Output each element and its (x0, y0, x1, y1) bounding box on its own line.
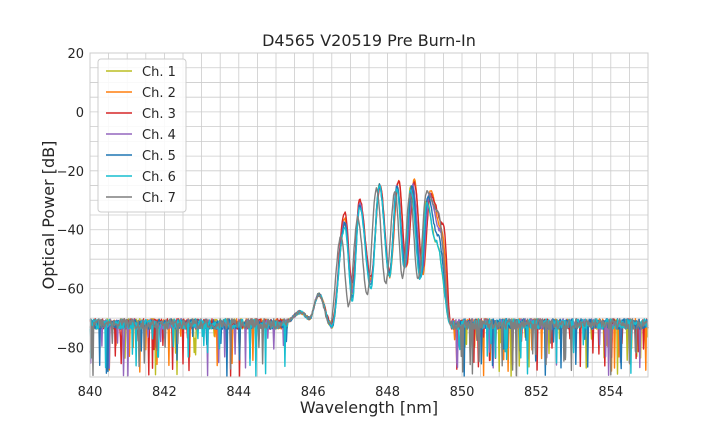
x-tick-label: 842 (152, 385, 177, 400)
series-line-ch7 (89, 187, 649, 377)
x-tick-label: 844 (226, 385, 251, 400)
chart-title: D4565 V20519 Pre Burn-In (262, 31, 476, 50)
y-axis-label: Optical Power [dB] (39, 141, 58, 290)
tick-labels: 840 842 844 846 848 850 852 854 20 0 −20 −40 −60 −80 (57, 47, 624, 400)
x-tick-label: 850 (450, 385, 475, 400)
y-tick-label: −60 (57, 283, 84, 298)
y-tick-label: −80 (57, 342, 84, 357)
x-axis-label: Wavelength [nm] (300, 398, 438, 417)
y-tick-label: 0 (76, 106, 84, 121)
y-tick-label: 20 (67, 47, 84, 62)
legend-label-ch1: Ch. 1 (142, 65, 176, 80)
legend-label-ch5: Ch. 5 (142, 149, 176, 164)
x-tick-label: 846 (301, 385, 326, 400)
plot-frame (89, 52, 649, 378)
legend-label-ch7: Ch. 7 (142, 191, 176, 206)
legend-box (97, 58, 187, 213)
x-tick-label: 854 (598, 385, 623, 400)
x-tick-label: 852 (524, 385, 549, 400)
legend-label-ch2: Ch. 2 (142, 86, 176, 101)
series-lines (89, 178, 649, 378)
legend-label-ch4: Ch. 4 (142, 128, 176, 143)
legend-label-ch3: Ch. 3 (142, 107, 176, 122)
y-tick-label: −40 (57, 224, 84, 239)
legend: Ch. 1 Ch. 2 Ch. 3 Ch. 4 Ch. 5 Ch. 6 Ch. 7 (97, 58, 187, 213)
legend-label-ch6: Ch. 6 (142, 170, 176, 185)
x-tick-label: 848 (375, 385, 400, 400)
y-tick-label: −20 (57, 165, 84, 180)
x-tick-label: 840 (78, 385, 103, 400)
